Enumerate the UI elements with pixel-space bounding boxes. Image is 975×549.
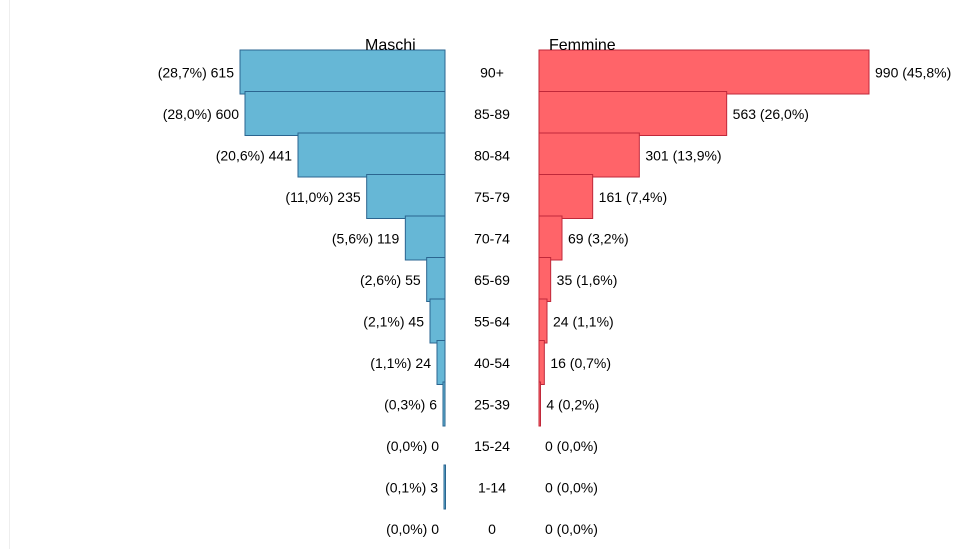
- age-label-80-84: 80-84: [474, 147, 510, 163]
- label-male-80-84: (20,6%) 441: [216, 147, 292, 163]
- legend-female-label: Femmine: [549, 37, 616, 54]
- bar-female-40-54: [538, 340, 545, 385]
- chart-left-border: [9, 0, 10, 549]
- age-label-90+: 90+: [480, 64, 504, 80]
- label-male-0: (0,0%) 0: [386, 521, 439, 537]
- age-label-0: 0: [488, 521, 496, 537]
- bar-male-40-54: [436, 340, 446, 385]
- label-female-1-14: 0 (0,0%): [545, 479, 598, 495]
- bar-female-90+: [538, 49, 870, 95]
- bar-male-75-79: [366, 174, 446, 219]
- bar-female-55-64: [538, 298, 548, 344]
- age-label-40-54: 40-54: [474, 355, 510, 371]
- label-male-1-14: (0,1%) 3: [385, 479, 438, 495]
- label-male-65-69: (2,6%) 55: [360, 272, 421, 288]
- label-male-25-39: (0,3%) 6: [384, 396, 437, 412]
- female-bars-group: [538, 49, 870, 427]
- bar-male-90+: [239, 49, 446, 95]
- age-label-25-39: 25-39: [474, 396, 510, 412]
- label-female-15-24: 0 (0,0%): [545, 438, 598, 454]
- label-male-90+: (28,7%) 615: [158, 64, 234, 80]
- label-female-70-74: 69 (3,2%): [568, 230, 629, 246]
- bar-female-25-39: [538, 381, 541, 427]
- age-label-70-74: 70-74: [474, 230, 510, 246]
- bar-female-70-74: [538, 215, 563, 261]
- label-male-15-24: (0,0%) 0: [386, 438, 439, 454]
- label-male-55-64: (2,1%) 45: [363, 313, 424, 329]
- label-male-85-89: (28,0%) 600: [163, 106, 239, 122]
- age-group-labels: 90+ 85-89 80-84 75-79 70-74 65-69 55-64 40-54 25…: [474, 64, 510, 537]
- label-female-0: 0 (0,0%): [545, 521, 598, 537]
- female-labels-group: 990 (45,8%) 563 (26,0%) 301 (13,9%) 161 (7,…: [545, 64, 951, 537]
- age-label-55-64: 55-64: [474, 313, 510, 329]
- label-female-85-89: 563 (26,0%): [733, 106, 809, 122]
- label-female-75-79: 161 (7,4%): [599, 189, 667, 205]
- bar-female-65-69: [538, 257, 552, 302]
- bar-female-80-84: [538, 132, 640, 178]
- label-male-75-79: (11,0%) 235: [285, 189, 360, 205]
- label-male-70-74: (5,6%) 119: [332, 230, 400, 246]
- bar-male-85-89: [244, 91, 446, 136]
- male-bars-group: [239, 49, 446, 510]
- bar-female-85-89: [538, 91, 728, 136]
- bar-male-80-84: [297, 132, 446, 178]
- bar-male-25-39: [442, 381, 446, 427]
- bar-male-65-69: [426, 257, 446, 302]
- label-female-25-39: 4 (0,2%): [546, 396, 599, 412]
- age-label-15-24: 15-24: [474, 438, 510, 454]
- age-label-1-14: 1-14: [478, 479, 506, 495]
- bar-male-70-74: [404, 215, 446, 261]
- label-female-90+: 990 (45,8%): [875, 64, 951, 80]
- age-label-75-79: 75-79: [474, 189, 510, 205]
- legend-male-label: Maschi: [365, 37, 416, 54]
- age-label-65-69: 65-69: [474, 272, 510, 288]
- label-female-65-69: 35 (1,6%): [557, 272, 618, 288]
- label-female-40-54: 16 (0,7%): [550, 355, 611, 371]
- label-female-55-64: 24 (1,1%): [553, 313, 614, 329]
- label-male-40-54: (1,1%) 24: [370, 355, 431, 371]
- bar-female-75-79: [538, 174, 594, 219]
- label-female-80-84: 301 (13,9%): [645, 147, 721, 163]
- bar-male-1-14: [443, 464, 446, 510]
- age-label-85-89: 85-89: [474, 106, 510, 122]
- bar-male-55-64: [429, 298, 446, 344]
- male-labels-group: (28,7%) 615 (28,0%) 600 (20,6%) 441 (11,0%)…: [158, 64, 439, 537]
